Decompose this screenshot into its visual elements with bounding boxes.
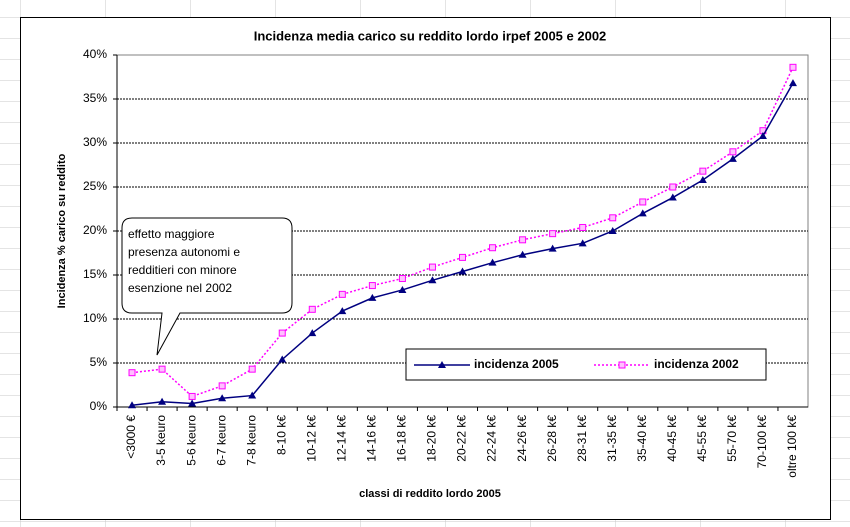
marker — [128, 401, 137, 409]
marker — [639, 198, 647, 206]
marker — [218, 382, 226, 390]
x-tick-label: 5-6 keuro — [184, 415, 198, 466]
marker — [668, 193, 677, 201]
x-tick-label: 16-18 k€ — [395, 415, 409, 462]
marker — [728, 154, 737, 162]
marker — [609, 214, 617, 222]
marker — [519, 236, 527, 244]
marker — [308, 305, 316, 313]
y-tick-label: 0% — [90, 399, 108, 413]
x-tick-label: 20-22 k€ — [455, 415, 469, 462]
marker — [669, 183, 677, 191]
y-tick-label: 10% — [83, 311, 107, 325]
y-tick-label: 5% — [90, 355, 108, 369]
marker — [789, 63, 797, 71]
annotation: redditieri con minore — [128, 263, 237, 277]
x-tick-label: 45-55 k€ — [695, 415, 709, 462]
x-tick-label: 70-100 k€ — [755, 415, 769, 469]
callout — [121, 217, 293, 356]
marker — [788, 79, 797, 87]
x-tick-label: 28-31 k€ — [575, 415, 589, 462]
marker — [579, 223, 587, 231]
x-tick-label: 24-26 k€ — [515, 415, 529, 462]
x-tick-label: 22-24 k€ — [485, 415, 499, 462]
x-tick-label: 40-45 k€ — [665, 415, 679, 462]
x-tick-label: 10-12 k€ — [304, 415, 318, 462]
y-tick-label: 20% — [83, 223, 107, 237]
annotation: esenzione nel 2002 — [128, 281, 232, 295]
marker — [488, 258, 497, 266]
marker — [459, 253, 466, 261]
marker — [248, 391, 257, 399]
x-tick-label: 35-40 k€ — [635, 415, 649, 462]
x-tick-label: 55-70 k€ — [725, 415, 739, 462]
x-tick-label: 8-10 k€ — [274, 415, 288, 455]
legend: incidenza 2005 incidenza 2002 — [405, 348, 767, 381]
marker — [729, 148, 737, 156]
marker — [618, 361, 626, 369]
marker — [338, 307, 347, 315]
legend-label: incidenza 2002 — [654, 357, 739, 371]
marker — [368, 293, 377, 301]
x-tick-label: 18-20 k€ — [425, 415, 439, 462]
x-tick-label: 26-28 k€ — [545, 415, 559, 462]
marker — [438, 361, 446, 368]
marker — [608, 227, 617, 234]
y-tick-label: 35% — [83, 91, 107, 105]
marker — [188, 399, 197, 407]
marker — [638, 209, 647, 217]
marker — [188, 392, 196, 400]
marker — [278, 329, 286, 337]
x-tick-label: <3000 € — [124, 415, 138, 459]
y-tick-label: 30% — [83, 135, 107, 149]
legend-label: incidenza 2005 — [474, 357, 559, 371]
marker — [699, 167, 707, 175]
marker — [128, 369, 136, 377]
marker — [489, 244, 497, 252]
marker — [158, 397, 167, 405]
x-tick-label: 6-7 keuro — [214, 415, 228, 466]
marker — [338, 290, 346, 298]
y-tick-label: 40% — [83, 47, 107, 61]
marker — [758, 131, 767, 139]
marker — [578, 239, 587, 247]
marker — [158, 365, 166, 373]
marker — [698, 175, 707, 183]
marker — [428, 263, 436, 271]
annotation: presenza autonomi e — [128, 245, 240, 259]
marker — [428, 276, 437, 284]
y-tick-label: 15% — [83, 267, 107, 281]
marker — [368, 282, 376, 290]
x-tick-label: 31-35 k€ — [605, 415, 619, 462]
chart-title: Incidenza media carico su reddito lordo … — [254, 28, 607, 43]
marker — [278, 355, 287, 363]
x-axis-label: classi di reddito lordo 2005 — [359, 488, 501, 500]
x-tick-label: oltre 100 k€ — [785, 415, 799, 478]
marker — [248, 365, 256, 373]
marker — [398, 275, 406, 283]
annotation: effetto maggiore — [128, 227, 215, 241]
marker — [458, 267, 467, 275]
marker — [218, 394, 227, 402]
marker — [549, 230, 557, 238]
x-tick-label: 14-16 k€ — [365, 415, 379, 462]
y-axis-label: Incidenza % carico su reddito — [56, 153, 68, 308]
x-tick-label: 12-14 k€ — [334, 415, 348, 462]
marker — [308, 329, 317, 337]
marker — [398, 285, 407, 293]
marker — [518, 250, 527, 258]
x-tick-label: 3-5 keuro — [154, 415, 168, 466]
x-tick-label: 7-8 keuro — [244, 415, 258, 466]
marker — [548, 244, 557, 252]
y-tick-label: 25% — [83, 179, 107, 193]
